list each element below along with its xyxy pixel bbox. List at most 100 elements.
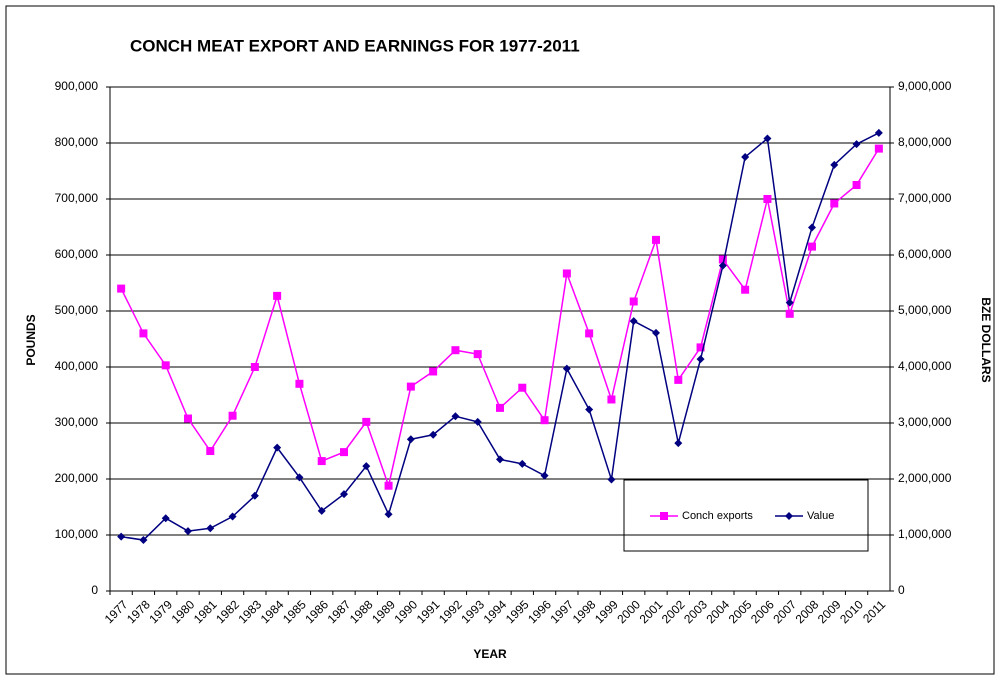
- marker: [562, 269, 571, 278]
- legend: Conch exports Value: [623, 479, 869, 552]
- marker: [317, 457, 326, 466]
- marker: [496, 403, 504, 412]
- marker: [384, 510, 393, 519]
- marker: [206, 524, 215, 533]
- y-tick-label: 800,000: [55, 135, 99, 149]
- marker: [340, 448, 348, 457]
- marker: [117, 532, 126, 541]
- marker: [295, 379, 304, 388]
- marker: [273, 291, 282, 300]
- y2-tick-label: 7,000,000: [898, 191, 952, 205]
- y-tick-label: 300,000: [55, 415, 99, 429]
- marker: [830, 160, 839, 169]
- marker: [607, 395, 616, 404]
- marker: [718, 255, 727, 264]
- marker: [228, 512, 237, 521]
- y-tick-label: 600,000: [55, 247, 99, 261]
- marker: [406, 435, 415, 444]
- marker: [317, 506, 326, 515]
- legend-label: Value: [807, 510, 834, 522]
- y-tick-label: 500,000: [55, 303, 99, 317]
- marker: [808, 223, 816, 232]
- marker: [384, 481, 393, 490]
- y2-tick-label: 0: [898, 583, 905, 597]
- y2-tick-label: 8,000,000: [898, 135, 952, 149]
- marker: [652, 328, 660, 337]
- marker: [451, 412, 460, 421]
- marker: [496, 455, 504, 464]
- marker: [629, 317, 638, 326]
- marker: [852, 181, 861, 189]
- y2-tick-label: 2,000,000: [898, 471, 952, 485]
- marker: [250, 491, 259, 500]
- marker: [295, 473, 304, 482]
- chart-frame: [5, 5, 995, 675]
- legend-label: Conch exports: [682, 510, 753, 522]
- marker: [429, 367, 438, 376]
- marker: [117, 284, 126, 293]
- chart-title: CONCH MEAT EXPORT AND EARNINGS FOR 1977-…: [130, 36, 580, 55]
- legend-marker: [785, 512, 793, 520]
- marker: [607, 475, 616, 484]
- y-axis-label: POUNDS: [24, 314, 38, 365]
- y-tick-label: 100,000: [55, 527, 99, 541]
- legend-marker: [660, 512, 668, 520]
- y-tick-label: 900,000: [55, 79, 99, 93]
- marker: [250, 363, 259, 371]
- marker: [874, 144, 883, 153]
- marker: [139, 329, 148, 338]
- marker: [741, 153, 750, 161]
- y2-tick-label: 1,000,000: [898, 527, 952, 541]
- marker: [562, 364, 571, 373]
- marker: [629, 297, 638, 306]
- marker: [451, 346, 460, 355]
- marker: [585, 405, 594, 414]
- y-tick-label: 400,000: [55, 359, 99, 373]
- y2-tick-label: 6,000,000: [898, 247, 952, 261]
- marker: [362, 462, 371, 471]
- marker: [139, 536, 148, 545]
- marker: [518, 459, 527, 468]
- marker: [429, 430, 438, 439]
- marker: [785, 309, 794, 318]
- marker: [184, 527, 192, 536]
- marker: [741, 285, 750, 294]
- y2-tick-label: 9,000,000: [898, 79, 952, 93]
- marker: [161, 361, 170, 370]
- marker: [518, 383, 527, 392]
- marker: [652, 235, 660, 244]
- y-tick-label: 0: [91, 583, 98, 597]
- marker: [540, 416, 549, 425]
- marker: [273, 443, 282, 452]
- marker: [674, 375, 683, 384]
- marker: [362, 417, 371, 426]
- y-tick-label: 700,000: [55, 191, 99, 205]
- marker: [830, 199, 839, 208]
- y2-axis-label: BZE DOLLARS: [979, 297, 993, 382]
- marker: [206, 447, 215, 455]
- marker: [696, 343, 705, 352]
- y2-tick-label: 3,000,000: [898, 415, 952, 429]
- marker: [406, 382, 415, 391]
- marker: [674, 439, 683, 448]
- x-axis-label: YEAR: [473, 647, 507, 661]
- marker: [585, 329, 594, 338]
- marker: [785, 298, 794, 307]
- marker: [763, 195, 772, 203]
- marker: [473, 417, 482, 426]
- y-tick-label: 200,000: [55, 471, 99, 485]
- marker: [852, 140, 861, 149]
- marker: [473, 350, 482, 359]
- marker: [184, 414, 192, 423]
- y2-tick-label: 5,000,000: [898, 303, 952, 317]
- marker: [228, 411, 237, 420]
- marker: [808, 242, 816, 251]
- marker: [718, 261, 727, 270]
- marker: [340, 490, 348, 499]
- marker: [763, 134, 772, 143]
- marker: [874, 128, 883, 137]
- y2-tick-label: 4,000,000: [898, 359, 952, 373]
- marker: [696, 355, 705, 364]
- marker: [161, 514, 170, 523]
